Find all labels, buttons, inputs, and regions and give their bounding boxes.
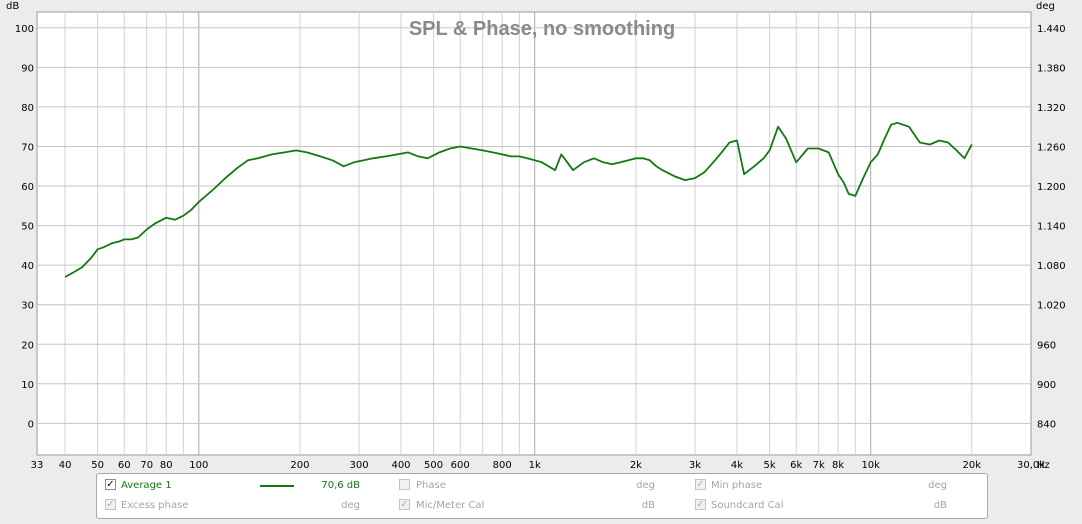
y-left-tick-label: 60: [21, 182, 34, 193]
x-tick-label: 3k: [689, 460, 701, 471]
x-unit: Hz: [1037, 460, 1050, 471]
y-right-axis-ticks: 840 900 960 1.020 1.080 1.140 1.200 1.260 1.320 1…: [1037, 24, 1066, 431]
y-left-unit: dB: [6, 1, 19, 12]
y-left-axis-ticks: 0 10 20 30 40 50 60 70 80 90 100: [15, 24, 34, 431]
x-tick-label: 2k: [630, 460, 642, 471]
spl-phase-chart[interactable]: 33 40 50 60 70 80 100 200 300 400 500 600 800 1k 2k 3k 4…: [0, 0, 1082, 472]
x-tick-label: 60: [118, 460, 131, 471]
legend-panel: ✓ Average 1 70,6 dB Phase deg ✓ Min phas…: [96, 473, 988, 519]
y-left-tick-label: 10: [21, 380, 34, 391]
mic-meter-cal-label: Mic/Meter Cal: [416, 500, 485, 511]
y-left-tick-label: 30: [21, 301, 34, 312]
y-left-tick-label: 20: [21, 340, 34, 351]
y-right-tick-label: 1.140: [1037, 222, 1066, 233]
x-tick-label: 70: [140, 460, 153, 471]
x-tick-label: 300: [350, 460, 369, 471]
x-tick-label: 50: [91, 460, 104, 471]
excess-phase-checkbox[interactable]: ✓: [105, 499, 116, 510]
x-tick-label: 40: [59, 460, 72, 471]
min-phase-label: Min phase: [711, 480, 763, 491]
y-left-tick-label: 0: [28, 419, 34, 430]
min-phase-unit: deg: [928, 480, 947, 491]
x-axis-ticks: 33 40 50 60 70 80 100 200 300 400 500 600 800 1k 2k 3k 4…: [31, 460, 1046, 471]
y-left-tick-label: 80: [21, 103, 34, 114]
y-left-tick-label: 90: [21, 63, 34, 74]
excess-phase-label: Excess phase: [121, 500, 189, 511]
y-left-tick-label: 50: [21, 222, 34, 233]
y-right-tick-label: 1.200: [1037, 182, 1066, 193]
mic-meter-cal-unit: dB: [641, 500, 655, 511]
average-1-checkbox[interactable]: ✓: [105, 479, 116, 490]
phase-label: Phase: [416, 480, 446, 491]
y-left-tick-label: 100: [15, 24, 34, 35]
plot-area[interactable]: [36, 11, 1032, 456]
phase-unit: deg: [636, 480, 655, 491]
x-tick-label: 80: [160, 460, 173, 471]
x-tick-label: 1k: [529, 460, 541, 471]
chart-title: SPL & Phase, no smoothing: [409, 18, 675, 40]
y-right-tick-label: 1.380: [1037, 63, 1066, 74]
x-tick-label: 10k: [861, 460, 880, 471]
x-tick-label: 100: [189, 460, 208, 471]
soundcard-cal-unit: dB: [933, 500, 947, 511]
y-right-tick-label: 1.020: [1037, 301, 1066, 312]
x-tick-label: 200: [290, 460, 309, 471]
y-left-tick-label: 40: [21, 261, 34, 272]
x-tick-label: 500: [424, 460, 443, 471]
x-tick-label: 4k: [731, 460, 743, 471]
y-right-tick-label: 1.260: [1037, 143, 1066, 154]
excess-phase-unit: deg: [341, 500, 360, 511]
x-tick-label: 800: [493, 460, 512, 471]
y-right-tick-label: 1.080: [1037, 261, 1066, 272]
x-tick-label: 5k: [764, 460, 776, 471]
legend-row-1: ✓ Average 1 70,6 dB Phase deg ✓ Min phas…: [97, 476, 987, 496]
y-right-tick-label: 840: [1037, 419, 1056, 430]
phase-checkbox[interactable]: [399, 479, 410, 490]
x-tick-label: 33: [31, 460, 44, 471]
average-1-swatch: [260, 485, 294, 487]
average-1-label: Average 1: [121, 480, 172, 491]
grid-lines: [37, 12, 1031, 455]
x-tick-label: 400: [391, 460, 410, 471]
x-tick-label: 8k: [832, 460, 844, 471]
y-right-tick-label: 1.320: [1037, 103, 1066, 114]
y-right-unit: deg: [1036, 1, 1055, 12]
x-tick-label: 6k: [790, 460, 802, 471]
series-line-average-1: [64, 121, 973, 278]
series-layer: [64, 121, 973, 278]
min-phase-checkbox[interactable]: ✓: [695, 479, 706, 490]
x-tick-label: 20k: [963, 460, 982, 471]
y-right-tick-label: 900: [1037, 380, 1056, 391]
soundcard-cal-checkbox[interactable]: ✓: [695, 499, 706, 510]
y-right-tick-label: 960: [1037, 340, 1056, 351]
y-right-tick-label: 1.440: [1037, 24, 1066, 35]
x-tick-label: 30,0k: [1017, 460, 1045, 471]
mic-meter-cal-checkbox[interactable]: ✓: [399, 499, 410, 510]
soundcard-cal-label: Soundcard Cal: [711, 500, 784, 511]
legend-row-2: ✓ Excess phase deg ✓ Mic/Meter Cal dB ✓ …: [97, 496, 987, 516]
x-tick-label: 7k: [813, 460, 825, 471]
y-left-tick-label: 70: [21, 143, 34, 154]
x-tick-label: 600: [451, 460, 470, 471]
average-1-value: 70,6 dB: [321, 480, 360, 491]
